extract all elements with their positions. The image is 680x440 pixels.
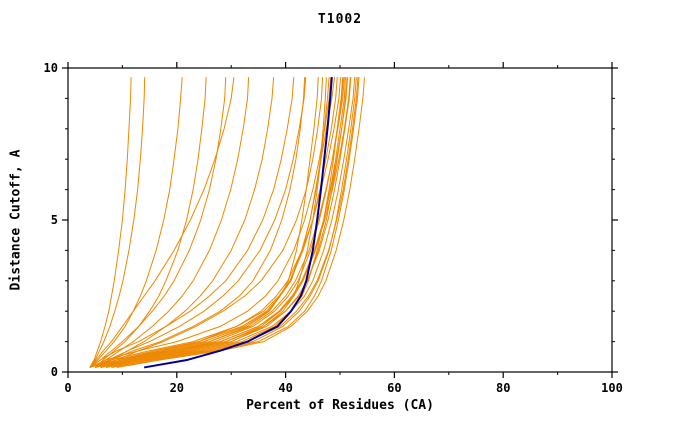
series-line-model-25 — [89, 77, 227, 368]
y-tick-label: 5 — [51, 213, 58, 227]
y-tick-label: 0 — [51, 365, 58, 379]
series-line-model-21 — [89, 77, 132, 368]
x-tick-label: 40 — [278, 381, 292, 395]
series-line-model-31 — [89, 77, 235, 368]
series-line-model-07 — [100, 77, 356, 368]
x-tick-label: 80 — [496, 381, 510, 395]
series-line-model-03 — [89, 77, 336, 368]
tick-labels: 0 20 40 60 80 100 0 5 10 — [44, 61, 623, 395]
axes — [62, 62, 618, 378]
y-axis-title: Distance Cutoff, A — [8, 149, 24, 291]
x-tick-label: 60 — [387, 381, 401, 395]
series-line-model-15 — [95, 77, 345, 368]
series-line-model-18 — [100, 77, 351, 368]
series-line-model-28 — [94, 77, 306, 368]
series-line-model-10 — [105, 77, 352, 368]
series-line-model-29 — [89, 77, 295, 368]
y-tick-label: 10 — [44, 61, 58, 75]
series-line-model-22 — [89, 77, 146, 368]
series-line-model-06 — [111, 77, 357, 368]
series-line-model-24 — [94, 77, 207, 368]
x-tick-label: 100 — [601, 381, 623, 395]
series-line-model-01 — [95, 77, 319, 368]
chart-title: T1002 — [317, 12, 363, 27]
x-axis-title: Percent of Residues (CA) — [246, 398, 434, 413]
series-line-model-20 — [105, 77, 359, 368]
series-line-model-30 — [94, 77, 307, 368]
series-line-model-27 — [100, 77, 275, 368]
series-line-model-19 — [95, 77, 342, 368]
series-lines — [89, 77, 365, 369]
series-line-model-32 — [100, 77, 324, 368]
series-line-model-13 — [111, 77, 360, 368]
series-line-highlight-model — [143, 77, 333, 369]
x-tick-label: 0 — [64, 381, 71, 395]
x-tick-label: 20 — [170, 381, 184, 395]
series-line-model-02 — [100, 77, 330, 368]
series-line-model-16 — [89, 77, 332, 368]
series-line-model-17 — [116, 77, 365, 368]
series-line-model-23 — [89, 77, 183, 368]
